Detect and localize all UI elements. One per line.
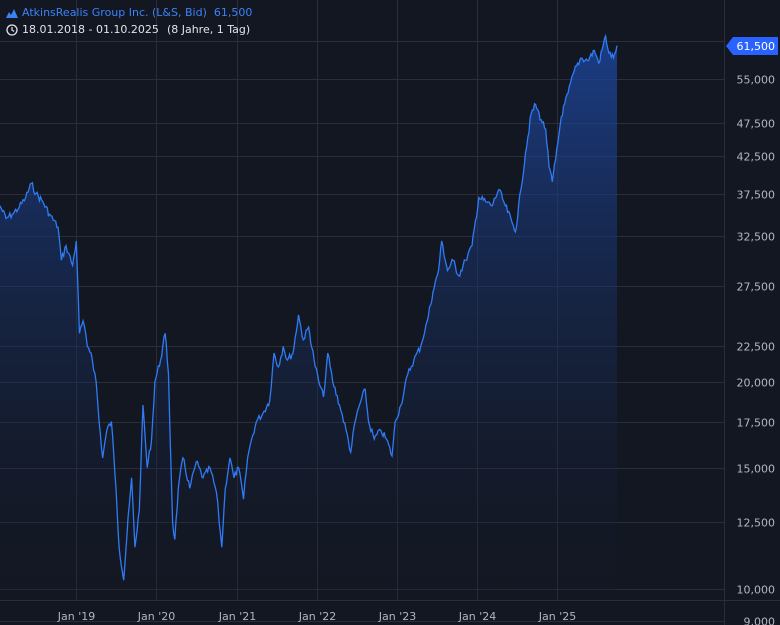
- y-tick-label: 10,000: [737, 584, 776, 597]
- y-tick-label: 15,000: [737, 463, 776, 476]
- last-price-badge-bg: [726, 37, 778, 55]
- price-area: [0, 36, 617, 600]
- x-tick-label: Jan '25: [538, 610, 576, 623]
- y-tick-label: 17,500: [737, 417, 776, 430]
- y-tick-label: 20,000: [737, 377, 776, 390]
- y-tick-label: 32,500: [737, 231, 776, 244]
- last-price-label: 61,500: [737, 40, 776, 53]
- y-tick-label: 27,500: [737, 281, 776, 294]
- x-tick-label: Jan '23: [378, 610, 416, 623]
- last-price-badge: 61,500: [726, 37, 778, 55]
- instrument-last-value: 61,500: [213, 6, 253, 19]
- clock-icon: [6, 23, 18, 36]
- y-tick-label: 42,500: [737, 151, 776, 164]
- date-range: 18.01.2018 - 01.10.2025: [22, 23, 159, 36]
- x-tick-label: Jan '21: [218, 610, 256, 623]
- date-span: (8 Jahre, 1 Tag): [166, 23, 251, 36]
- chart-header: AtkinsRealis Group Inc. (L&S, Bid) 61,50…: [6, 4, 252, 38]
- x-axis: Jan '19 Jan '20 Jan '21 Jan '22 Jan '23 Jan '…: [57, 610, 576, 623]
- y-tick-label: 37,500: [737, 189, 776, 202]
- x-tick-label: Jan '19: [57, 610, 95, 623]
- y-tick-label: 47,500: [737, 118, 776, 131]
- mountain-chart-icon: [6, 8, 18, 18]
- title-row: AtkinsRealis Group Inc. (L&S, Bid) 61,50…: [6, 4, 252, 21]
- x-tick-label: Jan '24: [458, 610, 496, 623]
- y-tick-label: 55,000: [737, 74, 776, 87]
- price-line: [0, 33, 618, 581]
- y-tick-label: 12,500: [737, 517, 776, 530]
- x-tick-label: Jan '20: [137, 610, 175, 623]
- y-tick-label: 22,500: [737, 341, 776, 354]
- y-tick-label: 9,000: [744, 616, 776, 625]
- y-axis: 55,000 47,500 42,500 37,500 32,500 27,500 22,5…: [737, 74, 776, 625]
- range-row[interactable]: 18.01.2018 - 01.10.2025 (8 Jahre, 1 Tag): [6, 21, 252, 38]
- x-tick-label: Jan '22: [298, 610, 336, 623]
- instrument-title: AtkinsRealis Group Inc. (L&S, Bid): [22, 6, 207, 19]
